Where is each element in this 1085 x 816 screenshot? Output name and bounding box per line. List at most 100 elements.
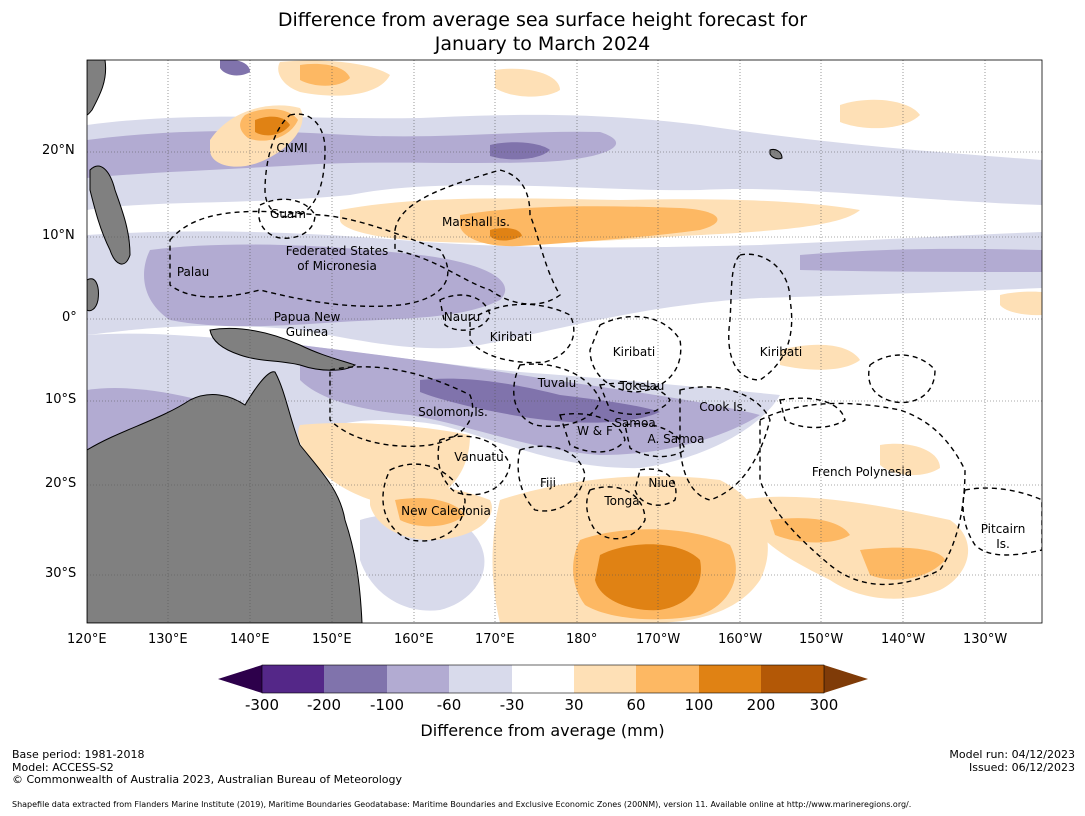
title-line-1: Difference from average sea surface heig… (277, 9, 808, 31)
graticule (87, 60, 1042, 623)
positive-patch-east (780, 344, 860, 370)
positive-core-north1 (300, 63, 350, 86)
positive-patch-tasman (298, 423, 470, 506)
title-line-2: January to March 2024 (434, 33, 651, 55)
label-pitcairn-1: Pitcairn (981, 522, 1026, 536)
positive-strong-south (595, 544, 701, 611)
label-solomon: Solomon Is. (418, 405, 488, 419)
colorbar (218, 664, 868, 694)
colorbar-tick: -300 (244, 696, 280, 714)
label-cook: Cook Is. (699, 400, 746, 414)
label-fsm-1: Federated States (286, 244, 388, 258)
colorbar-tick: -30 (499, 696, 525, 714)
issued-date: Issued: 06/12/2023 (968, 760, 1075, 774)
hawaii-land (769, 149, 783, 160)
lat-label-10s: 10°S (45, 392, 77, 407)
label-pitcairn-2: Is. (996, 537, 1010, 551)
positive-patch-northeast (840, 99, 920, 129)
colorbar-tick: 60 (626, 696, 646, 714)
colorbar-tick: 200 (746, 696, 776, 714)
label-png-1: Papua New (274, 310, 341, 324)
label-png-2: Guinea (286, 325, 329, 339)
lon-label-130e: 130°E (148, 632, 188, 647)
colorbar-tick: 30 (564, 696, 584, 714)
philippines-land (89, 165, 131, 265)
label-american-samoa: A. Samoa (648, 432, 705, 446)
label-palau: Palau (177, 265, 209, 279)
positive-strong-cnmi (255, 116, 290, 136)
colorbar-label: Difference from average (mm) (420, 721, 665, 740)
lon-label-150e: 150°E (312, 632, 352, 647)
label-fsm-2: of Micronesia (297, 259, 377, 273)
colorbar-bin (574, 665, 636, 693)
colorbar-bin (699, 665, 761, 693)
lat-label-30s: 30°S (45, 566, 77, 581)
label-niue: Niue (648, 476, 675, 490)
label-french-polynesia: French Polynesia (812, 465, 912, 479)
lon-label-160e: 160°E (394, 632, 434, 647)
lat-label-20s: 20°S (45, 476, 77, 491)
place-labels: CNMI Guam Marshall Is. Federated States … (177, 141, 1025, 551)
lat-label-0: 0° (62, 310, 77, 325)
anomaly-strong-small (220, 60, 250, 76)
anomaly-strong-north (490, 142, 550, 160)
colorbar-low-arrow (218, 665, 262, 693)
lon-label-180: 180° (566, 632, 598, 647)
label-cnmi: CNMI (276, 141, 307, 155)
colorbar-bin (324, 665, 387, 693)
colorbar-tick: 100 (684, 696, 714, 714)
positive-core-north (460, 206, 718, 247)
new-guinea-land (209, 327, 357, 371)
label-nauru: Nauru (444, 310, 480, 324)
chart-title: Difference from average sea surface heig… (0, 8, 1085, 56)
anomaly-core-warmpool (144, 244, 506, 327)
lon-label-140e: 140°E (230, 632, 270, 647)
lon-label-140w: 140°W (881, 632, 926, 647)
anomaly-core-east (800, 248, 1042, 272)
eez-boundaries (169, 113, 1042, 586)
positive-core-southeast (770, 518, 850, 543)
lon-label-150w: 150°W (799, 632, 844, 647)
positive-core-southeast2 (860, 547, 945, 580)
lon-label-120e: 120°E (67, 632, 107, 647)
label-tokelau: Tokelau (619, 379, 665, 393)
lon-label-170w: 170°W (636, 632, 681, 647)
lon-label-170e: 170°E (475, 632, 515, 647)
label-samoa: Samoa (614, 416, 655, 430)
label-guam: Guam (270, 207, 306, 221)
colorbar-bin (636, 665, 699, 693)
borneo-land (87, 278, 99, 312)
colorbar-bin (449, 665, 512, 693)
colorbar-tick: 300 (809, 696, 839, 714)
colorbar-tick: -60 (436, 696, 462, 714)
positive-patch-north2 (495, 68, 560, 97)
label-tonga: Tonga (603, 494, 639, 508)
footer-left: Base period: 1981-2018 Model: ACCESS-S2 … (12, 748, 402, 787)
positive-strong-north (490, 228, 522, 241)
lat-label-20n: 20°N (42, 143, 75, 158)
colorbar-tick: -200 (306, 696, 342, 714)
positive-patch-east2 (1000, 291, 1042, 316)
label-tuvalu: Tuvalu (537, 376, 577, 390)
label-marshall: Marshall Is. (442, 215, 510, 229)
positive-patch-frpoly (880, 443, 940, 476)
label-new-caledonia: New Caledonia (401, 504, 491, 518)
anomaly-patch-coral-sea (360, 514, 485, 611)
label-kiribati-west: Kiribati (490, 330, 532, 344)
base-period: Base period: 1981-2018 (12, 748, 145, 761)
map-frame (86, 59, 1043, 624)
colorbar-bin (262, 665, 324, 693)
lon-label-160w: 160°W (718, 632, 763, 647)
colorbar-frame (261, 664, 825, 694)
lon-label-130w: 130°W (963, 632, 1008, 647)
label-wallis-futuna: W & F (577, 424, 613, 438)
label-fiji: Fiji (540, 476, 556, 490)
colorbar-bin (761, 665, 824, 693)
model-name: Model: ACCESS-S2 (12, 760, 114, 774)
label-kiribati-central: Kiribati (613, 345, 655, 359)
colorbar-high-arrow (824, 665, 868, 693)
lat-label-10n: 10°N (42, 228, 75, 243)
colorbar-tick: -100 (369, 696, 405, 714)
copyright: © Commonwealth of Australia 2023, Austra… (12, 773, 402, 786)
